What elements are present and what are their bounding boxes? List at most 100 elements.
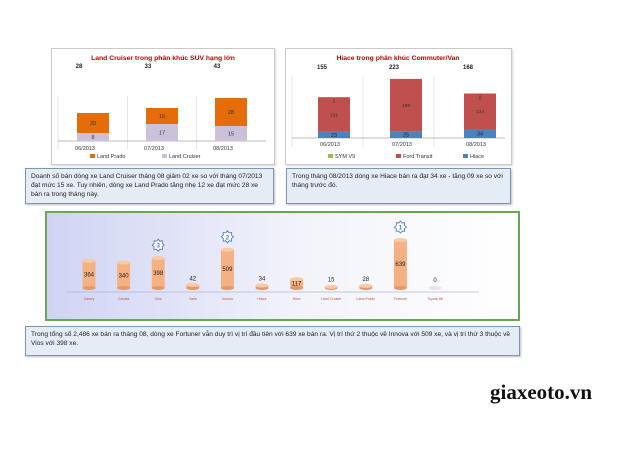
data-label: 20 — [90, 121, 96, 127]
cylinder-base — [186, 286, 200, 290]
total-label: 168 — [463, 65, 474, 71]
suv-note: Doanh số bán dòng xe Land Cruiser tháng … — [25, 168, 274, 204]
data-label: 17 — [159, 131, 165, 137]
bar-land-prado — [215, 98, 247, 126]
tick-label: Innova — [222, 297, 233, 301]
hiace-note: Trong tháng 08/2013 dòng xe Hiace bán ra… — [286, 168, 511, 204]
data-label: 340 — [119, 273, 130, 279]
legend-label: Land Prado — [97, 154, 125, 160]
cylinder-body — [82, 260, 96, 288]
bar-land-prado — [77, 113, 109, 133]
chart-title: Hiace trong phân khúc Commuter/Van — [336, 55, 459, 62]
data-label: 131 — [330, 113, 338, 119]
bar-land-cruiser — [146, 124, 178, 141]
rank-label: 3 — [156, 243, 160, 250]
data-label: 509 — [222, 267, 233, 273]
model-chart: 364Camry340Corolla398Vios342Yaris509Inno… — [67, 220, 479, 301]
data-label: 23 — [331, 133, 337, 139]
suv-chart-panel: Land Cruiser trong phân khúc SUV hạng lớ… — [51, 48, 275, 165]
tick-label: Camry — [84, 297, 95, 301]
legend-label: Hiace — [470, 154, 484, 160]
cylinder-base — [117, 286, 131, 290]
bar-land-cruiser — [77, 133, 109, 141]
total-label: 28 — [76, 64, 83, 70]
bar-ford-transit — [390, 78, 422, 132]
tick-label: 06/2013 — [75, 146, 95, 152]
legend-label: SYM V9 — [335, 154, 355, 160]
cylinder-body — [290, 279, 304, 288]
legend-swatch — [463, 154, 468, 158]
legend-swatch — [162, 154, 167, 158]
tick-label: Land Cruiser — [321, 297, 342, 301]
legend-label: Land Cruiser — [169, 154, 201, 160]
tick-label: Hiace — [257, 297, 266, 301]
chart-title: Land Cruiser trong phân khúc SUV hạng lớ… — [91, 55, 235, 62]
total-label: 33 — [145, 64, 152, 70]
data-label: 0 — [433, 278, 437, 284]
suv-chart: Land Cruiser trong phân khúc SUV hạng lớ… — [57, 55, 266, 160]
bar-hiace — [464, 128, 496, 138]
data-label: 134 — [476, 109, 484, 115]
tick-label: Fortuner — [394, 297, 408, 301]
total-label: 43 — [214, 64, 221, 70]
cylinder-top — [290, 277, 304, 282]
summary-note: Trong tổng số 2,486 xe bán ra tháng 08, … — [25, 326, 520, 356]
data-label: 34 — [477, 131, 483, 137]
data-label: 398 — [153, 271, 164, 277]
tick-label: Vios — [155, 297, 162, 301]
data-label: 0 — [479, 95, 482, 101]
cylinder-top — [220, 247, 234, 252]
model-chart-panel: 364 Camry 340 Corolla 398 Vios 3 42 Yaris 509 Inno… — [45, 211, 520, 321]
data-label: 15 — [328, 277, 335, 283]
cylinder-top — [255, 283, 269, 288]
cylinder-body — [151, 258, 165, 288]
cylinder-top — [117, 260, 131, 265]
bar-hiace — [390, 131, 422, 138]
cylinder-body — [117, 262, 131, 288]
rank-badge — [151, 238, 165, 252]
cylinder-base — [151, 286, 165, 290]
cylinder-top — [151, 256, 165, 261]
data-label: 8 — [91, 135, 94, 141]
bar-ford-transit — [318, 97, 350, 132]
data-label: 28 — [228, 110, 234, 116]
total-label: 223 — [389, 65, 400, 71]
legend-swatch — [90, 154, 95, 158]
data-label: 117 — [292, 282, 302, 288]
brand-logo-text: giaxeoto.vn — [490, 380, 593, 404]
data-label: 364 — [84, 272, 95, 278]
tick-label: 08/2013 — [213, 146, 233, 152]
tick-label: Toyota 86 — [427, 297, 443, 301]
data-label: 28 — [362, 277, 369, 283]
cylinder-base — [393, 286, 407, 290]
bar-land-cruiser — [215, 126, 247, 141]
cylinder-base — [428, 286, 442, 290]
data-label: 25 — [403, 133, 409, 139]
cylinder-top — [82, 258, 96, 263]
cylinder-base — [220, 286, 234, 290]
tick-label: 07/2013 — [144, 146, 164, 152]
tick-label: Hilux — [293, 297, 301, 301]
commuter-chart: Hiace trong phân khúc Commuter/Van 1 131 23… — [291, 55, 505, 160]
data-label: 198 — [402, 103, 410, 109]
data-label: 1 — [333, 99, 336, 105]
bar-hiace — [318, 131, 350, 138]
cylinder-body — [220, 249, 234, 288]
tick-label: 07/2013 — [392, 142, 412, 148]
tick-label: Yaris — [189, 297, 197, 301]
cylinder-body — [393, 240, 407, 288]
tick-label: 06/2013 — [320, 142, 340, 148]
legend-swatch — [328, 154, 333, 158]
legend-label: Ford Transit — [403, 154, 433, 160]
cylinder-base — [290, 286, 304, 290]
legend-swatch — [396, 154, 401, 158]
bar-land-prado — [146, 108, 178, 124]
bar-ford-transit — [464, 93, 496, 129]
rank-badge — [393, 220, 408, 234]
cylinder-base — [82, 286, 96, 290]
data-label: 15 — [228, 132, 234, 138]
rank-label: 2 — [226, 234, 230, 241]
tick-label: 08/2013 — [466, 142, 486, 148]
commuter-chart-panel: Hiace trong phân khúc Commuter/Van 1 131 23… — [285, 48, 512, 165]
cylinder-top — [359, 283, 373, 288]
